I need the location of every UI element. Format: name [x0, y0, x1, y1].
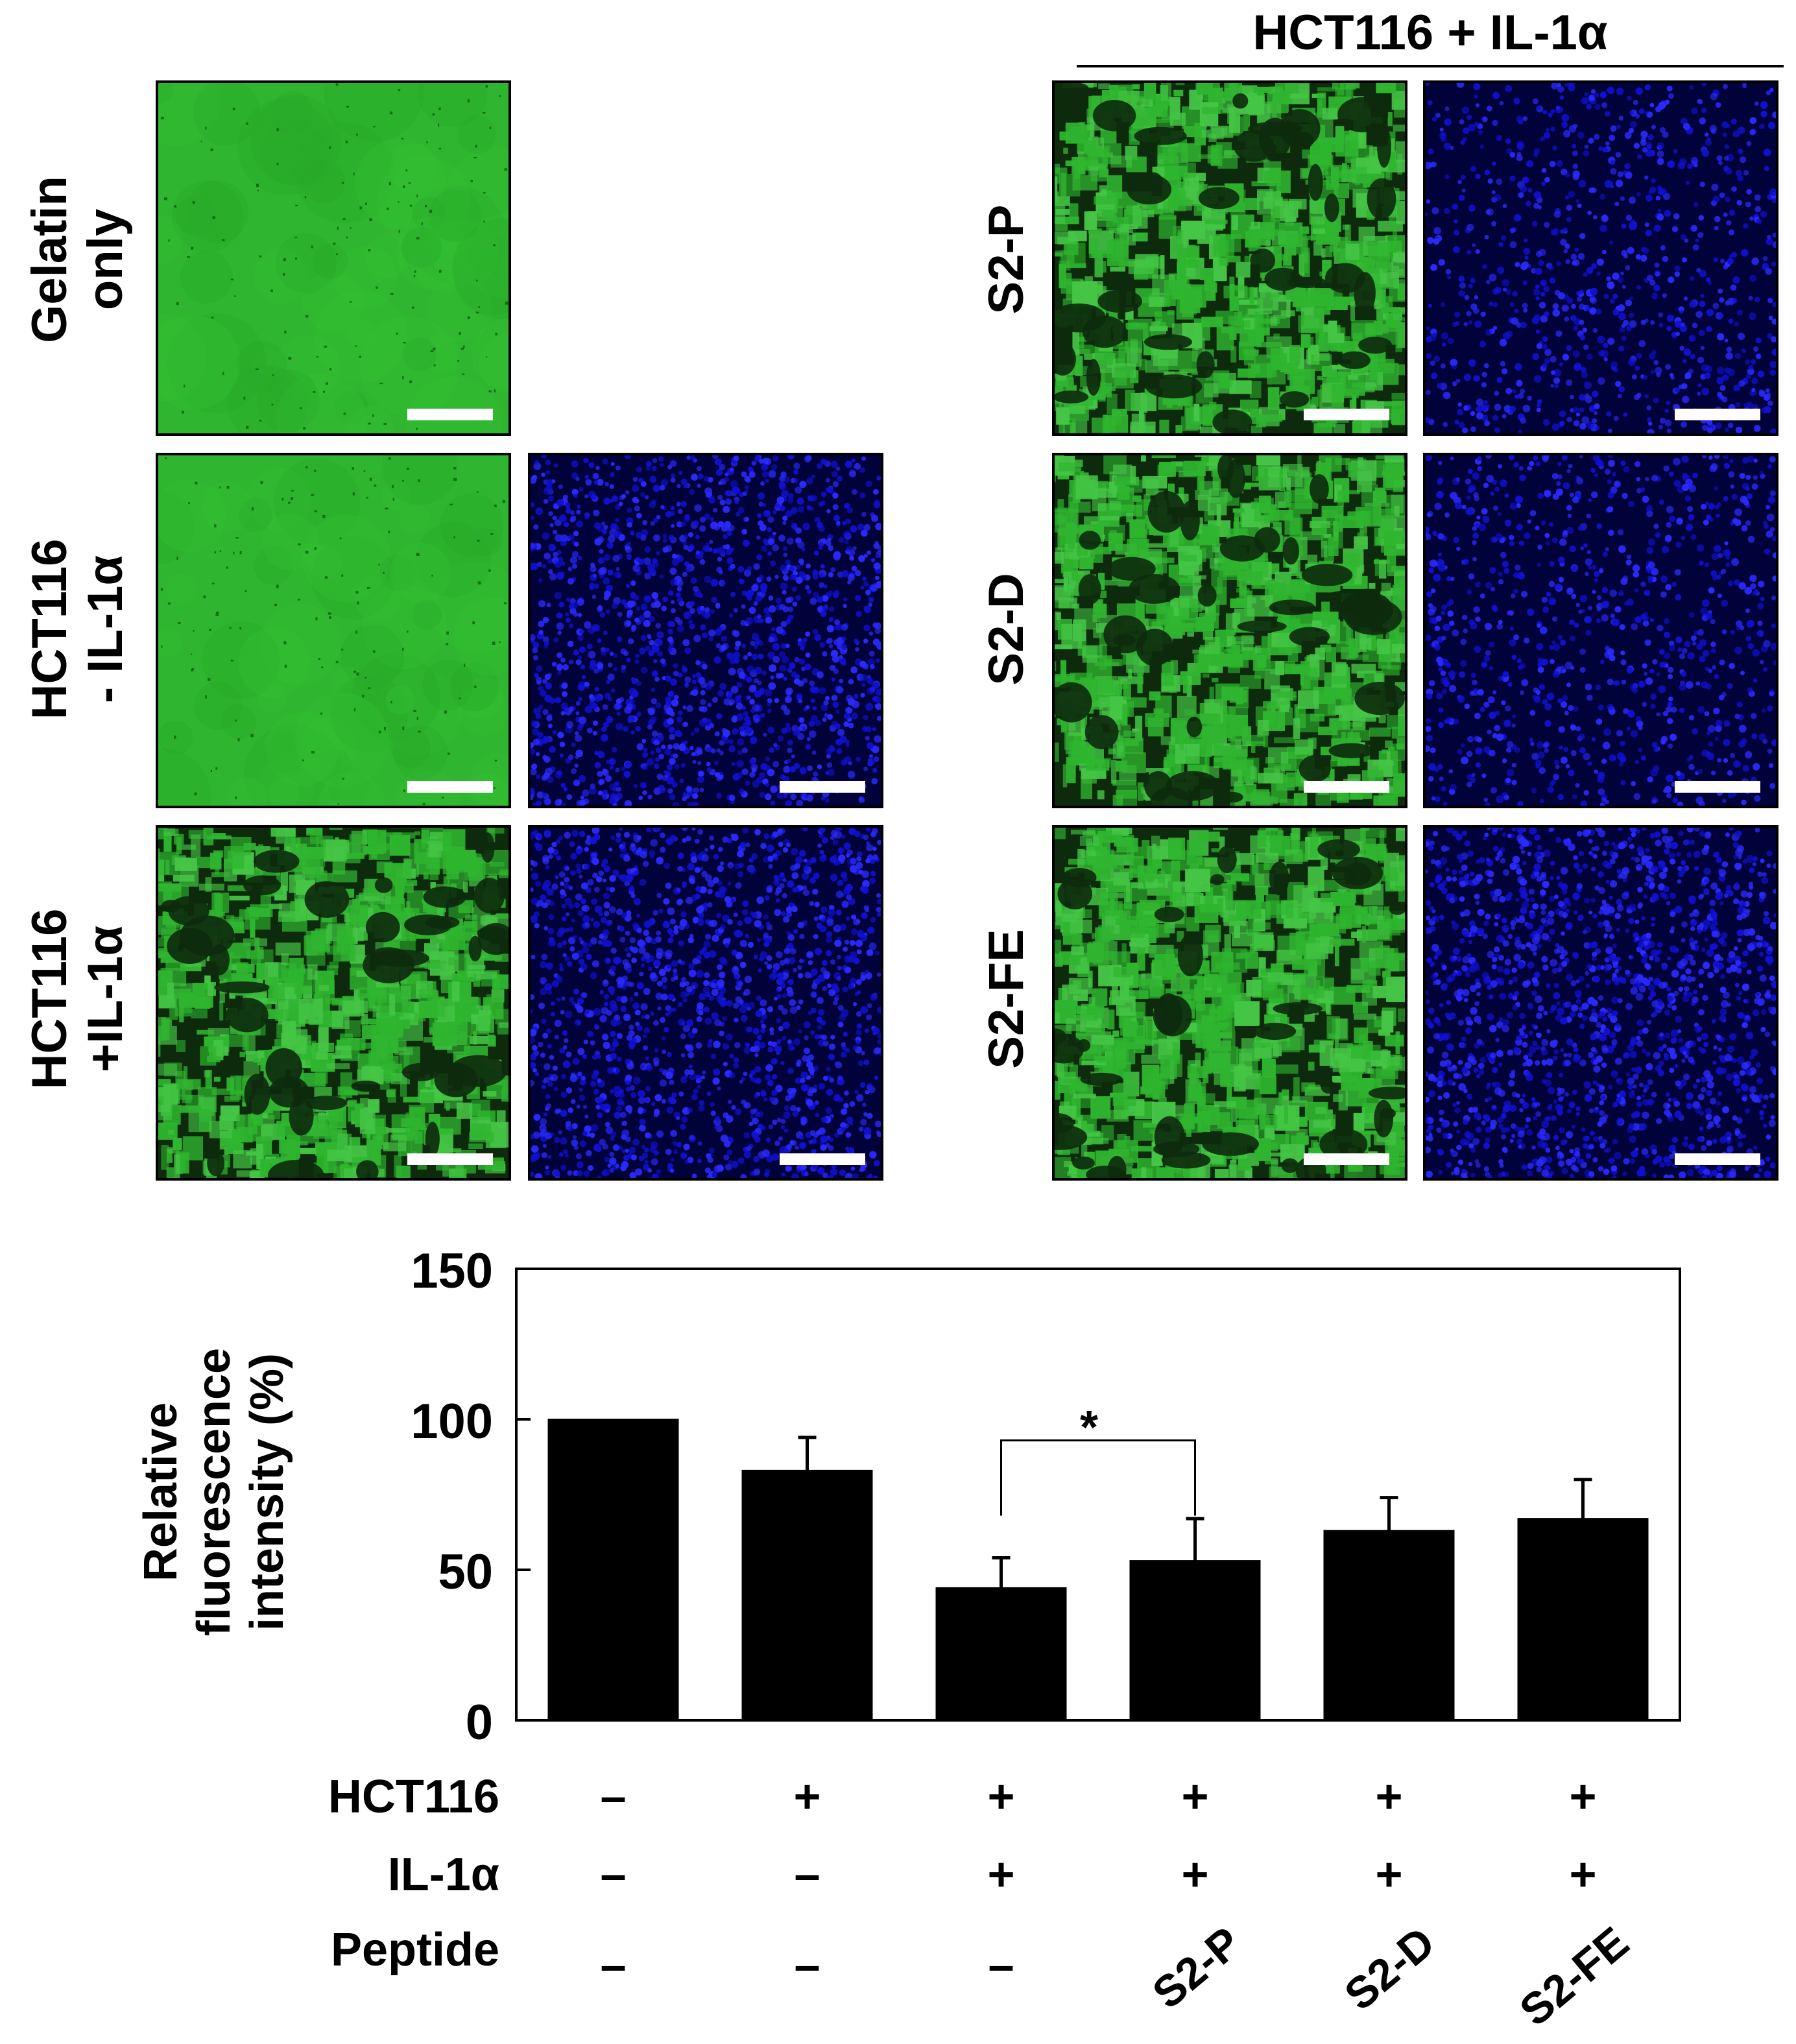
table-cell: + [987, 1771, 1015, 1823]
table-cell: + [1375, 1771, 1403, 1823]
group-header: HCT116 + IL-1α [1252, 5, 1608, 60]
table-cell: + [1375, 1849, 1403, 1901]
table-cell: + [1181, 1849, 1209, 1901]
scale-bar [1675, 1153, 1760, 1165]
table-cell: – [794, 1940, 820, 1991]
scale-bar [407, 781, 493, 793]
image-hct116-plus-green [156, 825, 511, 1181]
micrograph-texture [1055, 828, 1405, 1178]
micrograph-texture [1055, 455, 1405, 806]
image-s2d-blue [1423, 453, 1778, 808]
bar [1323, 1530, 1455, 1721]
image-hct116-minus-green [156, 453, 511, 808]
table-cell: + [1181, 1771, 1209, 1823]
scale-bar [780, 1153, 865, 1165]
micrograph-texture [1426, 455, 1776, 806]
table-cell: + [793, 1771, 821, 1823]
image-s2p-green [1052, 80, 1407, 436]
y-axis-label: Relative fluorescence intensity (%) [135, 1347, 293, 1637]
plot-frame [515, 1268, 1681, 1722]
micrograph-texture [158, 455, 509, 806]
bar [935, 1587, 1067, 1722]
y-tick-label: 150 [411, 1244, 493, 1299]
scale-bar [1304, 409, 1389, 420]
micrograph-texture [531, 455, 881, 806]
image-s2fe-blue [1423, 825, 1778, 1181]
bar [741, 1469, 873, 1721]
table-cell: + [1569, 1849, 1597, 1901]
table-cell: + [1569, 1771, 1597, 1823]
scale-bar [407, 1153, 493, 1165]
table-cell: – [988, 1940, 1014, 1991]
image-s2d-green [1052, 453, 1407, 808]
scale-bar [780, 781, 865, 793]
table-row-label-hct116: HCT116 [328, 1771, 499, 1823]
table-row-label-il1a: IL-1α [387, 1849, 499, 1901]
group-header-line [1077, 65, 1784, 67]
significance-bracket [1000, 1439, 1196, 1516]
micrograph-texture [1426, 828, 1776, 1178]
table-cell: – [600, 1849, 627, 1901]
table-cell: – [794, 1849, 820, 1901]
scale-bar [407, 409, 493, 420]
significance-asterisk: * [1080, 1402, 1099, 1454]
scale-bar [1675, 409, 1760, 420]
image-s2fe-green [1052, 825, 1407, 1181]
table-cell: + [987, 1849, 1015, 1901]
scale-bar [1304, 1153, 1389, 1165]
micrograph-texture [158, 83, 509, 433]
micrograph-texture [531, 828, 881, 1178]
table-cell: – [600, 1771, 627, 1823]
y-tick-label: 100 [411, 1394, 493, 1449]
micrograph-texture [1055, 83, 1405, 433]
bar [1517, 1518, 1649, 1722]
bar [547, 1419, 679, 1721]
table-cell: – [600, 1940, 627, 1991]
image-gelatin-green [156, 80, 511, 436]
image-s2p-blue [1423, 80, 1778, 436]
image-hct116-minus-blue [528, 453, 883, 808]
scale-bar [1675, 781, 1760, 793]
bar [1129, 1560, 1261, 1722]
table-row-label-peptide: Peptide [330, 1924, 499, 1976]
y-tick-label: 50 [438, 1545, 493, 1600]
micrograph-texture [158, 828, 509, 1178]
micrograph-texture [1426, 83, 1776, 433]
y-tick-label: 0 [465, 1695, 493, 1750]
scale-bar [1304, 781, 1389, 793]
image-hct116-plus-blue [528, 825, 883, 1181]
